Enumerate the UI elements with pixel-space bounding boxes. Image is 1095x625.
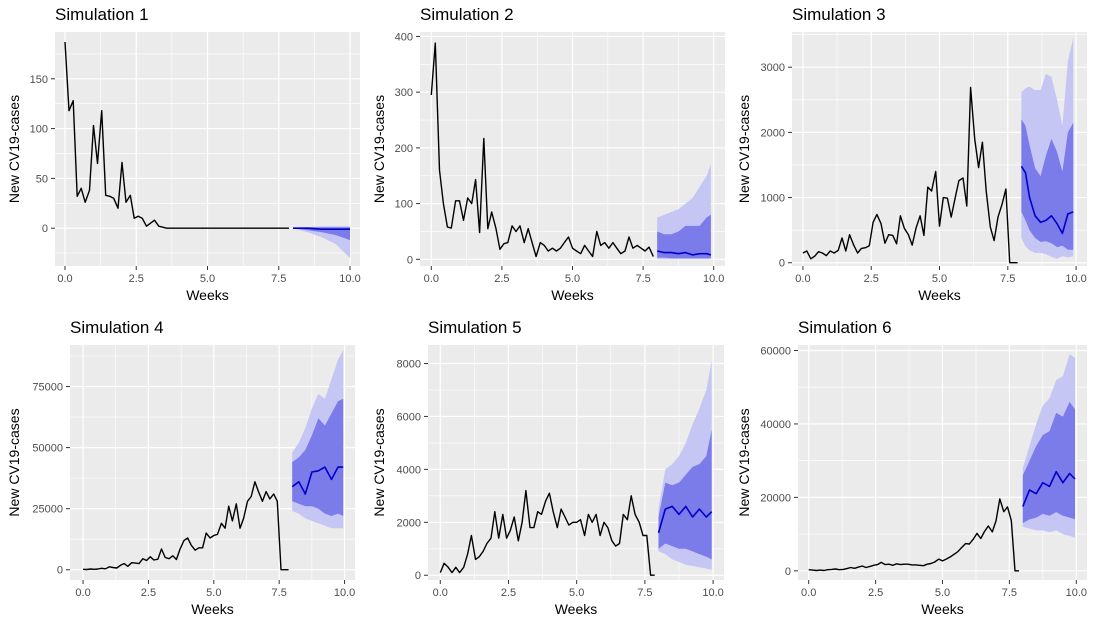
y-tick-label: 50000 bbox=[32, 443, 63, 455]
forecast-median-line bbox=[657, 505, 713, 534]
y-tick-label: 0 bbox=[779, 258, 785, 270]
x-tick-label: 7.5 bbox=[1000, 273, 1015, 285]
x-tick-label: 7.5 bbox=[271, 273, 286, 285]
panel-simulation-5: 0.0 2.5 5.0 7.5 10.0 0 2000 4000 6000 8000 Simulat… bbox=[371, 318, 724, 617]
x-tick-label: 10.0 bbox=[339, 273, 360, 285]
panel-simulation-6: 0.0 2.5 5.0 7.5 10.0 0 20000 40000 60000 Simulati… bbox=[736, 318, 1087, 617]
x-tick-label: 0.0 bbox=[75, 587, 90, 599]
observed-series-line bbox=[439, 489, 655, 576]
y-tick-label: 8000 bbox=[397, 359, 421, 371]
y-tick-label: 50 bbox=[36, 173, 48, 185]
x-tick-label: 7.5 bbox=[637, 587, 652, 599]
forecast-band-inner bbox=[293, 227, 350, 241]
chart-title: Simulation 5 bbox=[428, 318, 522, 337]
x-tick-label: 10.0 bbox=[702, 587, 723, 599]
y-tick-label: 300 bbox=[395, 87, 413, 99]
observed-series-line bbox=[430, 42, 654, 258]
x-tick-label: 5.0 bbox=[565, 273, 580, 285]
y-axis-title: New CV19-cases bbox=[6, 408, 22, 516]
y-tick-label: 6000 bbox=[397, 411, 421, 423]
panel-simulation-2: 0.0 2.5 5.0 7.5 10.0 0 100 200 300 400 Simulation … bbox=[371, 5, 725, 303]
chart-title: Simulation 3 bbox=[792, 5, 886, 24]
forecast-band-inner bbox=[657, 214, 711, 259]
y-tick-label: 0 bbox=[785, 566, 791, 578]
y-tick-label: 1000 bbox=[761, 193, 785, 205]
y-axis-title: New CV19-cases bbox=[371, 95, 387, 203]
forecast-median-line bbox=[291, 466, 344, 495]
x-tick-label: 10.0 bbox=[703, 273, 724, 285]
forecast-band-inner bbox=[658, 429, 712, 560]
chart-title: Simulation 4 bbox=[70, 318, 164, 337]
y-tick-label: 100 bbox=[395, 199, 413, 211]
y-tick-label: 200 bbox=[395, 143, 413, 155]
x-tick-label: 10.0 bbox=[1065, 273, 1086, 285]
y-tick-label: 25000 bbox=[32, 504, 63, 516]
y-tick-label: 150 bbox=[30, 74, 48, 86]
observed-series-line bbox=[808, 498, 1019, 572]
y-tick-label: 75000 bbox=[32, 382, 63, 394]
x-tick-label: 5.0 bbox=[569, 587, 584, 599]
x-axis-title: Weeks bbox=[555, 601, 598, 617]
x-tick-label: 2.5 bbox=[494, 273, 509, 285]
y-axis-title: New CV19-cases bbox=[736, 408, 752, 516]
x-axis-title: Weeks bbox=[918, 287, 961, 303]
y-tick-label: 3000 bbox=[761, 62, 785, 74]
y-tick-label: 0 bbox=[415, 570, 421, 582]
x-tick-label: 2.5 bbox=[501, 587, 516, 599]
x-tick-label: 0.0 bbox=[801, 587, 816, 599]
x-tick-label: 7.5 bbox=[1002, 587, 1017, 599]
y-tick-label: 400 bbox=[395, 31, 413, 43]
x-axis-title: Weeks bbox=[191, 601, 234, 617]
observed-series-line bbox=[64, 41, 289, 229]
y-tick-label: 0 bbox=[57, 565, 63, 577]
y-tick-label: 4000 bbox=[397, 464, 421, 476]
y-tick-label: 0 bbox=[42, 223, 48, 235]
y-axis-title: New CV19-cases bbox=[6, 95, 22, 203]
observed-series-line bbox=[802, 86, 1018, 264]
panel-simulation-1: 0.0 2.5 5.0 7.5 10.0 0 50 100 150 Simulation 1 Wee… bbox=[6, 5, 361, 303]
panel-simulation-3: 0.0 2.5 5.0 7.5 10.0 0 1000 2000 3000 Simulation … bbox=[736, 5, 1087, 303]
x-tick-label: 2.5 bbox=[129, 273, 144, 285]
forecast-median-line bbox=[1022, 470, 1076, 507]
x-tick-label: 2.5 bbox=[864, 273, 879, 285]
chart-title: Simulation 6 bbox=[798, 318, 892, 337]
forecast-median-line bbox=[293, 227, 350, 230]
forecast-band-inner bbox=[1021, 119, 1074, 250]
y-tick-label: 100 bbox=[30, 124, 48, 136]
chart-title: Simulation 1 bbox=[55, 5, 149, 24]
x-tick-label: 5.0 bbox=[200, 273, 215, 285]
y-axis-title: New CV19-cases bbox=[371, 408, 387, 516]
x-tick-label: 7.5 bbox=[635, 273, 650, 285]
forecast-median-line bbox=[1020, 165, 1074, 235]
chart-title: Simulation 2 bbox=[420, 5, 514, 24]
forecast-band-inner bbox=[292, 398, 344, 516]
y-tick-label: 2000 bbox=[397, 517, 421, 529]
x-tick-label: 2.5 bbox=[868, 587, 883, 599]
y-axis-title: New CV19-cases bbox=[736, 95, 752, 203]
x-tick-label: 0.0 bbox=[57, 273, 72, 285]
x-axis-title: Weeks bbox=[551, 287, 594, 303]
x-tick-label: 0.0 bbox=[424, 273, 439, 285]
x-tick-label: 7.5 bbox=[272, 587, 287, 599]
panel-simulation-4: 0.0 2.5 5.0 7.5 10.0 0 25000 50000 75000 Simulati… bbox=[6, 318, 355, 617]
y-tick-label: 60000 bbox=[760, 346, 791, 358]
x-axis-title: Weeks bbox=[921, 601, 964, 617]
x-tick-label: 10.0 bbox=[1066, 587, 1087, 599]
observed-series-line bbox=[83, 481, 289, 571]
x-tick-label: 10.0 bbox=[334, 587, 355, 599]
y-tick-label: 0 bbox=[407, 254, 413, 266]
x-tick-label: 0.0 bbox=[795, 273, 810, 285]
y-tick-label: 40000 bbox=[760, 419, 791, 431]
x-tick-label: 2.5 bbox=[141, 587, 156, 599]
x-tick-label: 0.0 bbox=[433, 587, 448, 599]
y-tick-label: 20000 bbox=[760, 492, 791, 504]
forecast-median-line bbox=[657, 250, 712, 256]
y-tick-label: 2000 bbox=[761, 127, 785, 139]
x-tick-label: 5.0 bbox=[206, 587, 221, 599]
x-tick-label: 5.0 bbox=[932, 273, 947, 285]
x-tick-label: 5.0 bbox=[935, 587, 950, 599]
x-axis-title: Weeks bbox=[186, 287, 229, 303]
